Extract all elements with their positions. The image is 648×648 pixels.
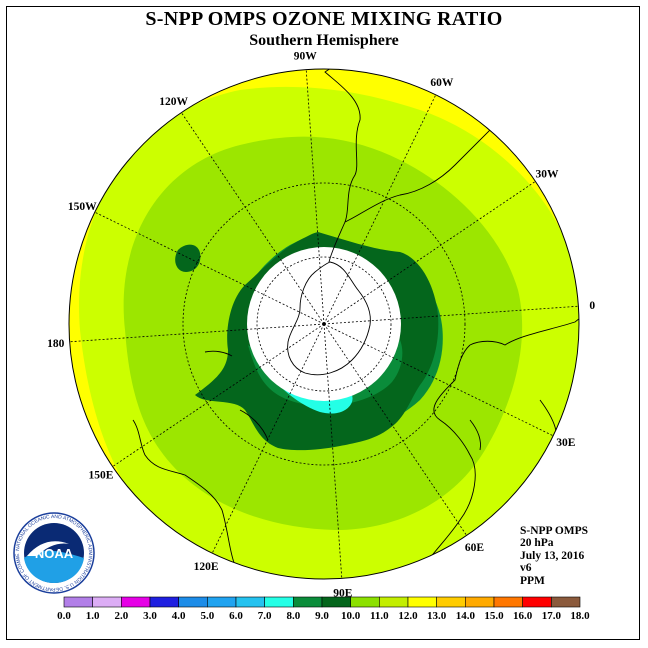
meridians [69,69,579,579]
info-instrument: S-NPP OMPS [520,525,589,537]
colorbar-tick-label: 13.0 [427,610,447,622]
colorbar-swatch [436,596,466,608]
colorbar-tick-label: 10.0 [341,610,361,622]
colorbar-swatch [207,596,237,608]
colorbar-swatch [63,596,93,608]
colorbar-swatch [522,596,552,608]
colorbar-tick-label: 17.0 [542,610,562,622]
colorbar-swatch [264,596,294,608]
lon-label-120E: 120E [194,561,219,573]
info-date: July 13, 2016 [520,549,585,562]
colorbar-swatch [379,596,409,608]
colorbar-tick-label: 1.0 [86,610,100,622]
meridian-30E [323,323,554,437]
lon-label-60W: 60W [430,77,454,89]
colorbar-tick-label: 14.0 [456,610,476,622]
colorbar-tick-label: 12.0 [398,610,418,622]
map-title: S-NPP OMPS OZONE MIXING RATIO [145,8,503,30]
colorbar-swatch [92,596,122,608]
colorbar-swatch [321,596,351,608]
lon-label-30E: 30E [556,437,576,449]
info-level: 20 hPa [520,537,554,550]
lon-label-90W: 90W [294,51,318,63]
south-pole-dot [322,322,326,326]
colorbar-swatch [121,596,151,608]
meridian-30W [323,181,536,325]
lon-label-150E: 150E [89,469,114,481]
graticule [68,68,580,580]
figure-frame [6,6,640,640]
colorbar-swatch [493,596,523,608]
colorbar-tick-label: 5.0 [200,610,214,622]
meridian-90E [323,323,343,579]
colorbar-tick-label: 18.0 [570,610,590,622]
colorbar-swatch [235,596,265,608]
lon-label-180: 180 [47,338,65,350]
colorbar-tick-label: 3.0 [143,610,157,622]
svg-text:NOAA: NOAA [35,546,74,561]
lon-label-120W: 120W [159,96,188,108]
colorbar-swatch [178,596,208,608]
meridian-180 [69,323,325,343]
colorbar-tick-label: 11.0 [370,610,389,622]
colorbar-swatch [350,596,380,608]
meridian-150W [94,211,325,325]
coastlines [132,69,579,566]
colorbar-swatch [465,596,495,608]
info-units: PPM [520,574,545,587]
meridian-150E [112,323,325,467]
lon-label-60E: 60E [465,542,485,554]
colorbar-tick-label: 16.0 [513,610,533,622]
meridian-60E [323,323,467,536]
colorbar-swatch [551,596,581,608]
meridian-120W [181,112,325,325]
colorbar-tick-label: 6.0 [229,610,243,622]
lon-label-30W: 30W [536,169,560,181]
info-block: S-NPP OMPS 20 hPa July 13, 2016 v6 PPM [520,525,588,587]
colorbar-tick-label: 9.0 [315,610,329,622]
colorbar-tick-label: 15.0 [484,610,504,622]
colorbar-tick-label: 2.0 [114,610,128,622]
colorbar-swatch [293,596,323,608]
colorbar-tick-label: 7.0 [258,610,272,622]
lon-label-0: 0 [589,300,595,312]
colorbar-tick-label: 0.0 [57,610,71,622]
noaa-logo: NOAA NATIONAL OCEANIC AND ATMOSPHERIC AD… [11,508,95,594]
field-dark-green-blob [175,244,201,272]
colorbar-tick-label: 8.0 [286,610,300,622]
meridian-90W [305,69,325,325]
meridian-0 [323,305,579,325]
meridian-120E [211,323,325,554]
colorbar-swatch [149,596,179,608]
colorbar-tick-label: 4.0 [172,610,186,622]
map-subtitle: Southern Hemisphere [249,32,399,49]
lon-label-90E: 90E [333,587,353,599]
longitude-labels: 0 30E 60E 90E 120E 150E 180 150W 120W 90W 60W 30W [47,51,595,600]
info-version: v6 [520,562,532,575]
colorbar-swatch [407,596,437,608]
meridian-60W [323,94,437,325]
lon-label-150W: 150W [68,201,97,213]
